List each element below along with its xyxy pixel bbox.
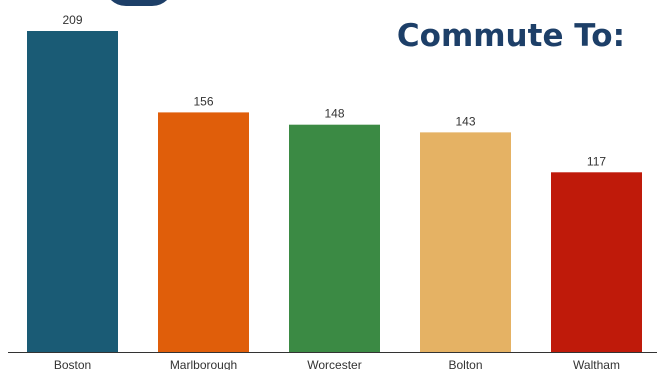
bar-boston (27, 31, 118, 352)
bar-waltham (551, 172, 642, 352)
data-label-waltham: 117 (587, 154, 606, 168)
header-decoration (104, 0, 174, 6)
data-label-boston: 209 (62, 13, 82, 27)
x-tick-label-bolton: Bolton (448, 358, 482, 370)
x-tick-label-worcester: Worcester (307, 358, 361, 370)
x-tick-label-boston: Boston (54, 358, 91, 370)
bar-worcester (289, 124, 380, 352)
bar-marlborough (158, 112, 249, 352)
bar-bolton (420, 132, 511, 352)
x-tick-label-marlborough: Marlborough (170, 358, 237, 370)
chart-subtitle: Commute To: (396, 18, 625, 54)
data-label-marlborough: 156 (193, 94, 213, 108)
data-label-bolton: 143 (455, 114, 475, 128)
data-label-worcester: 148 (324, 107, 344, 121)
x-tick-label-waltham: Waltham (573, 358, 620, 370)
